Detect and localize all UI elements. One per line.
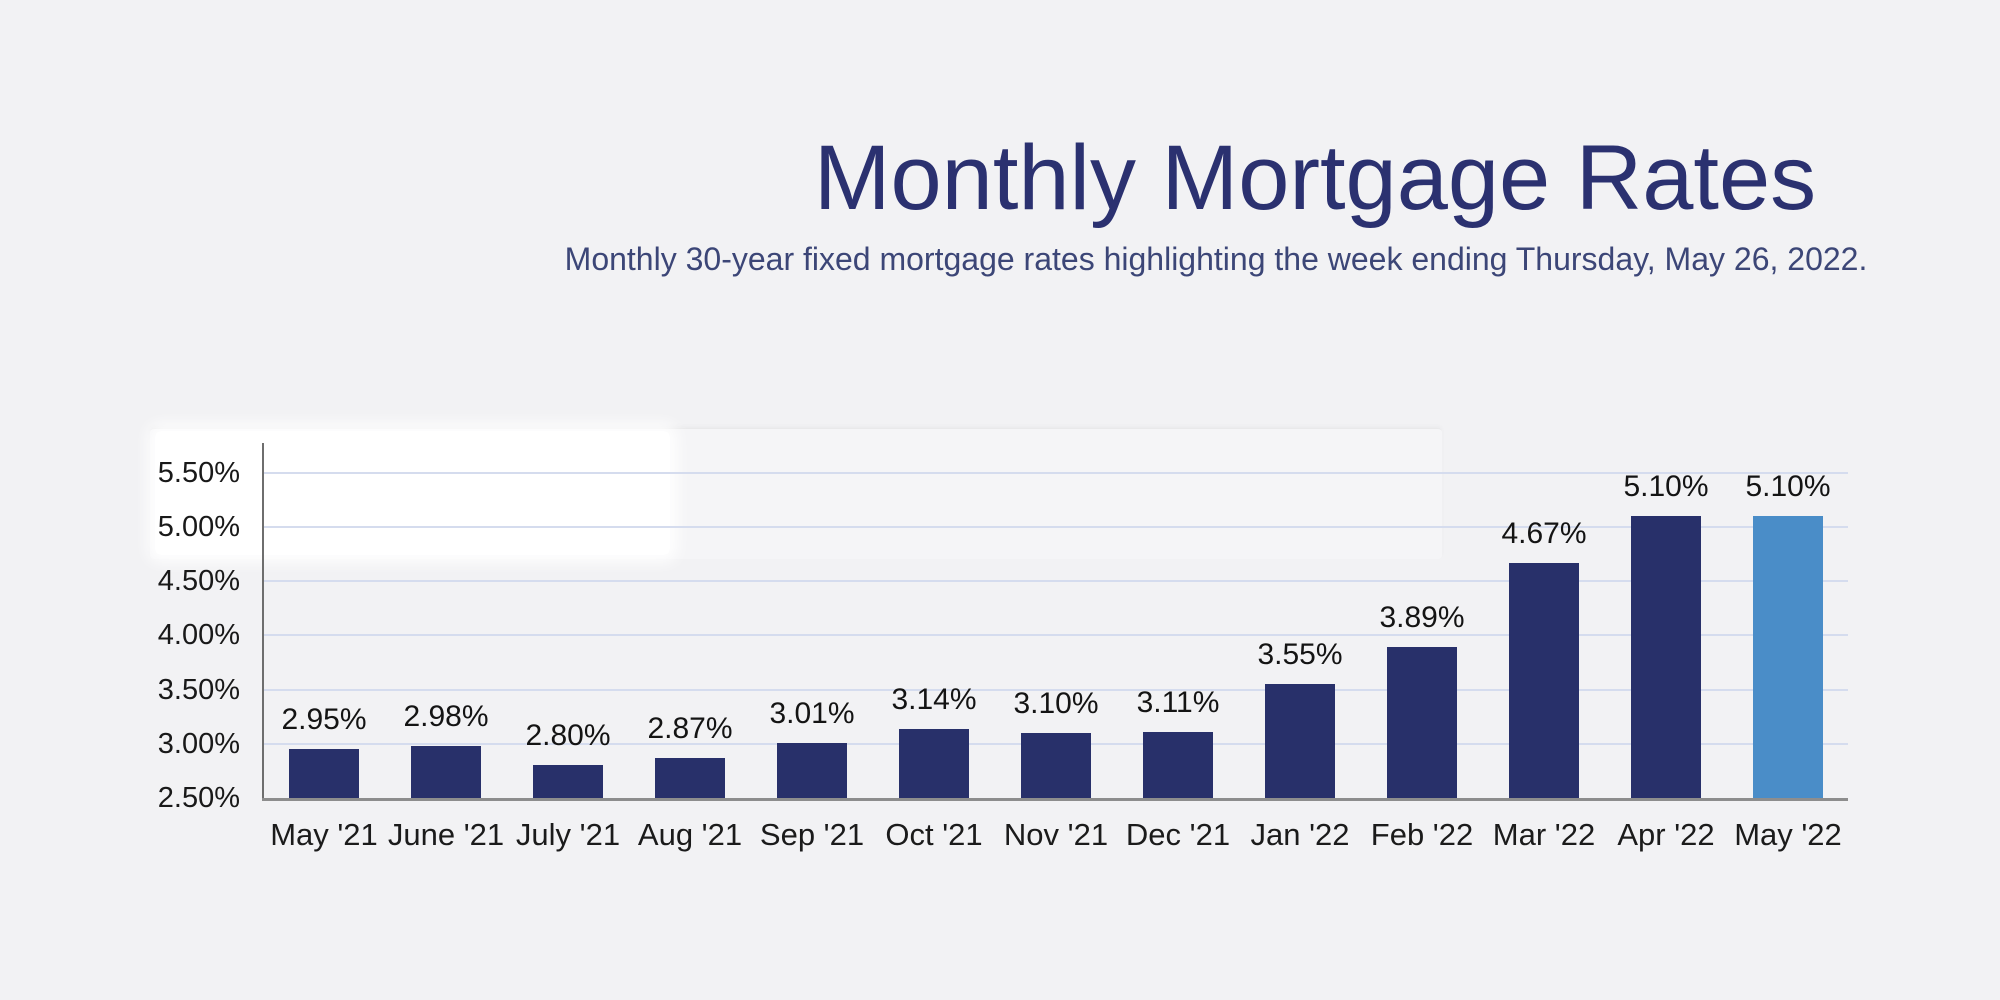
x-axis-category-label: Apr '22 — [1617, 817, 1715, 852]
bar — [533, 765, 603, 798]
gridline — [263, 688, 1848, 691]
x-axis-category-label: Nov '21 — [1003, 817, 1109, 852]
bar — [289, 749, 359, 798]
bar — [777, 743, 847, 798]
x-axis-category-label: Oct '21 — [885, 817, 983, 852]
y-axis-tick-label: 4.50% — [157, 565, 240, 598]
y-axis-tick-label: 5.00% — [157, 511, 240, 543]
x-axis-category-label: Dec '21 — [1125, 817, 1231, 852]
x-axis-category-label: Jan '22 — [1250, 817, 1350, 852]
bar-value-label: 3.14% — [891, 683, 977, 716]
bar — [1143, 732, 1213, 798]
x-axis-line — [262, 798, 1848, 801]
background-highlight-patch — [155, 431, 670, 555]
x-axis-category-label: June '21 — [387, 817, 505, 852]
y-axis-tick-label: 2.50% — [157, 782, 240, 814]
bar-value-label: 3.01% — [769, 697, 855, 730]
x-axis-category-label: May '21 — [270, 817, 378, 852]
x-axis-category-label: July '21 — [515, 817, 621, 852]
bar-value-label: 3.11% — [1136, 686, 1220, 719]
bar-value-label: 2.95% — [281, 703, 367, 736]
y-axis-tick-label: 5.50% — [157, 456, 240, 489]
y-axis-tick-label: 4.00% — [157, 619, 240, 652]
gridline — [263, 580, 1848, 583]
x-axis-category-label: Feb '22 — [1370, 817, 1474, 852]
bar-value-label: 5.10% — [1623, 470, 1709, 503]
bar-value-label: 3.10% — [1013, 687, 1099, 720]
bar — [1387, 647, 1457, 798]
y-axis-tick-label: 3.50% — [157, 673, 240, 706]
bar-value-label: 5.10% — [1745, 470, 1831, 503]
x-axis-category-label: Mar '22 — [1492, 817, 1596, 852]
bar-value-label: 3.55% — [1257, 638, 1343, 671]
x-axis-category-label: Aug '21 — [637, 817, 743, 852]
x-axis-category-label: May '22 — [1734, 817, 1842, 852]
bar — [1265, 684, 1335, 798]
bar-value-label: 3.89% — [1379, 601, 1465, 634]
page-subtitle: Monthly 30-year fixed mortgage rates hig… — [564, 241, 1868, 277]
gridline — [263, 471, 1848, 474]
bar — [655, 758, 725, 798]
bar-value-label: 2.87% — [647, 712, 733, 745]
bar-value-label: 2.98% — [403, 700, 489, 733]
bar — [899, 729, 969, 798]
bar — [1631, 516, 1701, 798]
bar — [1509, 563, 1579, 798]
bar-value-label: 4.67% — [1501, 517, 1587, 550]
x-axis-category-label: Sep '21 — [759, 817, 865, 852]
page-title: Monthly Mortgage Rates — [813, 127, 1817, 229]
bar — [1021, 733, 1091, 798]
y-axis-tick-label: 3.00% — [157, 727, 240, 760]
gridline — [263, 526, 1848, 528]
bar — [1753, 516, 1823, 798]
gridline — [263, 634, 1848, 637]
y-axis-line — [262, 443, 264, 801]
bar-value-label: 2.80% — [525, 719, 611, 752]
bar — [411, 746, 481, 798]
